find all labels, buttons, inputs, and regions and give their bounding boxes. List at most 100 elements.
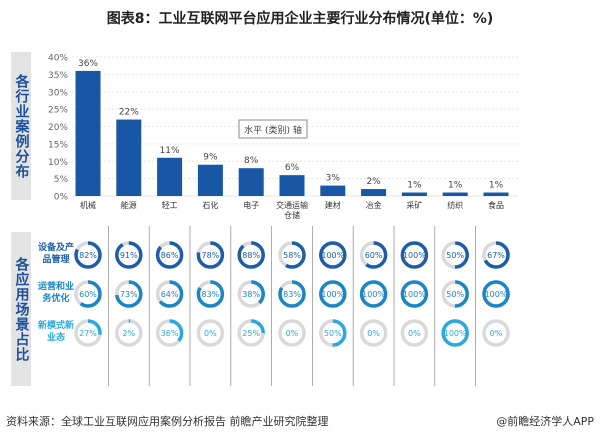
donut-value [155, 280, 184, 308]
x-tick-label: 建材 [325, 200, 341, 210]
donut-value [441, 280, 469, 308]
donut-value [155, 319, 184, 347]
y-tick-label: 35% [48, 71, 68, 81]
donut-track [278, 319, 306, 347]
donut-label: 100% [321, 251, 344, 260]
donut-label: 64% [161, 290, 179, 299]
donut-value [359, 280, 388, 308]
bar [279, 175, 305, 196]
x-tick-label: 食品 [488, 200, 504, 210]
axis-tooltip: 水平 (类别) 轴 [244, 124, 302, 136]
donut-label: 83% [202, 290, 220, 299]
donut-value [482, 241, 510, 269]
donut-value [74, 241, 102, 269]
data-label: 2% [366, 177, 381, 187]
donut-label: 0% [408, 329, 421, 338]
donut-value [278, 280, 306, 308]
x-tick-label: 仓储 [284, 210, 300, 220]
x-tick-label: 电子 [243, 200, 259, 210]
donut-label: 25% [242, 329, 260, 338]
data-label: 9% [203, 153, 218, 163]
donut-value [441, 241, 469, 269]
chart-title: 图表8：工业互联网平台应用企业主要行业分布情况(单位：%) [106, 11, 494, 27]
row-label-1: 设备及产品管理 [37, 243, 74, 265]
data-label: 1% [448, 181, 463, 191]
bar [197, 164, 223, 196]
data-label: 11% [160, 146, 180, 156]
donut-value [74, 280, 102, 308]
donut-value [319, 241, 347, 269]
donut-label: 0% [204, 329, 217, 338]
y-tick-label: 20% [48, 123, 68, 133]
data-label: 36% [78, 59, 98, 69]
donut-label: 100% [403, 251, 426, 260]
donut-label: 2% [122, 329, 135, 338]
bar [483, 192, 509, 196]
donut-label: 78% [202, 251, 220, 260]
y-tick-label: 0% [54, 193, 69, 203]
donut-label: 0% [490, 329, 503, 338]
donut-track [482, 319, 510, 347]
donut-label: 83% [283, 290, 301, 299]
donut-value [400, 280, 429, 308]
top-section-label: 各行业案例分布 [11, 52, 31, 200]
donut-label: 86% [161, 251, 179, 260]
x-tick-label: 石化 [202, 200, 218, 210]
donut-label: 100% [485, 290, 508, 299]
data-label: 22% [119, 108, 139, 118]
donut-value [319, 280, 347, 308]
donut-label: 38% [242, 290, 260, 299]
donut-track [359, 319, 388, 347]
donut-track [400, 319, 429, 347]
donut-value [441, 319, 469, 347]
x-tick-label: 纺织 [447, 200, 463, 210]
x-tick-label: 轻工 [162, 200, 178, 210]
donut-value [115, 241, 143, 269]
donut-value [115, 319, 143, 347]
donut-value [155, 241, 184, 269]
donut-label: 36% [161, 329, 179, 338]
donut-value [74, 319, 102, 347]
donut-label: 82% [79, 251, 97, 260]
y-tick-label: 5% [54, 175, 69, 185]
donut-value [359, 241, 388, 269]
donut-label: 0% [286, 329, 299, 338]
source-note: 资料来源：全球工业互联网应用案例分析报告 前瞻产业研究院整理 [6, 415, 329, 428]
bar [320, 185, 346, 196]
x-tick-label: 采矿 [406, 200, 422, 210]
donut-value [196, 241, 225, 269]
y-tick-label: 25% [48, 106, 68, 116]
y-tick-label: 15% [48, 140, 68, 150]
donut-label: 67% [487, 251, 505, 260]
donut-value [196, 280, 225, 308]
donut-label: 100% [403, 290, 426, 299]
donut-label: 88% [242, 251, 260, 260]
donut-label: 58% [283, 251, 301, 260]
y-tick-label: 40% [48, 54, 68, 64]
donut-label: 100% [362, 290, 385, 299]
donut-value [278, 241, 306, 269]
donut-value [237, 241, 265, 269]
x-tick-label: 交通运输 [276, 200, 308, 210]
donut-label: 27% [79, 329, 97, 338]
donut-label: 50% [324, 329, 342, 338]
row-label-2: 运营和业务优化 [37, 282, 74, 304]
row-label-3: 新模式新业态 [37, 321, 74, 343]
y-tick-label: 30% [48, 88, 68, 98]
donut-value [115, 280, 143, 308]
donut-label: 60% [79, 290, 97, 299]
bar [442, 192, 468, 196]
donut-label: 73% [120, 290, 138, 299]
donut-label: 50% [446, 251, 464, 260]
data-label: 3% [326, 174, 341, 184]
bottom-section-label: 各应用场景占比 [11, 232, 31, 386]
donut-value [319, 319, 347, 347]
bar [116, 119, 142, 196]
bar [361, 189, 387, 196]
donut-label: 0% [367, 329, 380, 338]
x-tick-label: 机械 [80, 200, 96, 210]
donut-label: 60% [365, 251, 383, 260]
donut-label: 100% [321, 290, 344, 299]
